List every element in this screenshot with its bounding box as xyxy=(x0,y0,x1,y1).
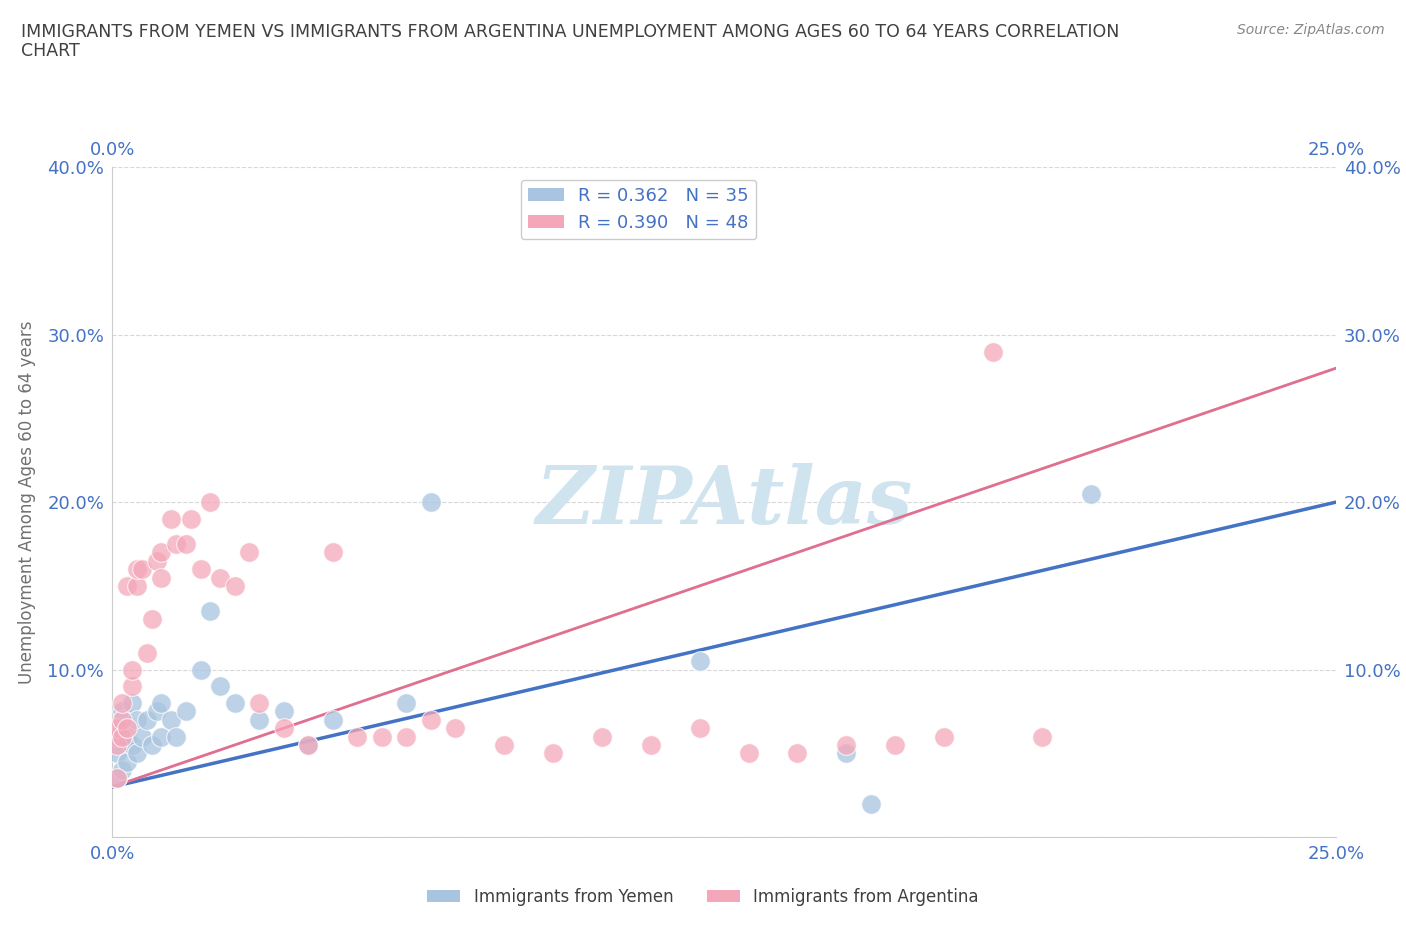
Point xyxy=(737,746,759,761)
Point xyxy=(884,737,907,752)
Point xyxy=(141,737,163,752)
Point xyxy=(419,712,441,727)
Point xyxy=(105,721,128,736)
Point xyxy=(125,712,148,727)
Point xyxy=(141,612,163,627)
Point xyxy=(145,704,167,719)
Point xyxy=(121,662,143,677)
Point xyxy=(1080,486,1102,501)
Point xyxy=(145,553,167,568)
Point xyxy=(273,704,295,719)
Text: Source: ZipAtlas.com: Source: ZipAtlas.com xyxy=(1237,23,1385,37)
Point xyxy=(247,712,270,727)
Point xyxy=(395,729,418,744)
Point xyxy=(111,696,134,711)
Point xyxy=(174,704,197,719)
Point xyxy=(981,344,1004,359)
Point xyxy=(370,729,392,744)
Point xyxy=(150,570,173,585)
Point xyxy=(150,696,173,711)
Point xyxy=(121,737,143,752)
Text: IMMIGRANTS FROM YEMEN VS IMMIGRANTS FROM ARGENTINA UNEMPLOYMENT AMONG AGES 60 TO: IMMIGRANTS FROM YEMEN VS IMMIGRANTS FROM… xyxy=(21,23,1119,41)
Point xyxy=(297,737,319,752)
Point xyxy=(111,721,134,736)
Point xyxy=(224,578,246,593)
Point xyxy=(105,729,128,744)
Point xyxy=(115,729,138,744)
Point xyxy=(135,712,157,727)
Point xyxy=(224,696,246,711)
Point xyxy=(200,495,222,510)
Point xyxy=(859,796,882,811)
Point xyxy=(209,679,232,694)
Point xyxy=(444,721,467,736)
Point xyxy=(419,495,441,510)
Point xyxy=(160,712,183,727)
Point xyxy=(786,746,808,761)
Point xyxy=(121,696,143,711)
Point xyxy=(165,537,187,551)
Point xyxy=(150,729,173,744)
Point xyxy=(492,737,515,752)
Point xyxy=(105,746,128,761)
Point xyxy=(180,512,202,526)
Point xyxy=(111,763,134,777)
Point xyxy=(105,771,128,786)
Legend: R = 0.362   N = 35, R = 0.390   N = 48: R = 0.362 N = 35, R = 0.390 N = 48 xyxy=(520,179,756,239)
Point xyxy=(150,545,173,560)
Point xyxy=(591,729,613,744)
Point xyxy=(297,737,319,752)
Point xyxy=(105,771,128,786)
Y-axis label: Unemployment Among Ages 60 to 64 years: Unemployment Among Ages 60 to 64 years xyxy=(18,321,37,684)
Point xyxy=(115,754,138,769)
Point xyxy=(322,712,344,727)
Point xyxy=(190,662,212,677)
Point xyxy=(209,570,232,585)
Point xyxy=(125,746,148,761)
Text: CHART: CHART xyxy=(21,42,80,60)
Point xyxy=(125,578,148,593)
Point xyxy=(115,721,138,736)
Point xyxy=(115,578,138,593)
Point xyxy=(165,729,187,744)
Point xyxy=(835,737,858,752)
Point xyxy=(689,721,711,736)
Point xyxy=(131,562,153,577)
Point xyxy=(395,696,418,711)
Point xyxy=(105,737,128,752)
Point xyxy=(111,712,134,727)
Point xyxy=(322,545,344,560)
Point xyxy=(247,696,270,711)
Point xyxy=(541,746,564,761)
Point xyxy=(135,645,157,660)
Point xyxy=(689,654,711,669)
Point xyxy=(273,721,295,736)
Point xyxy=(174,537,197,551)
Point xyxy=(160,512,183,526)
Text: ZIPAtlas: ZIPAtlas xyxy=(536,463,912,541)
Point xyxy=(640,737,662,752)
Point xyxy=(111,729,134,744)
Point xyxy=(346,729,368,744)
Point xyxy=(934,729,956,744)
Point xyxy=(1031,729,1053,744)
Point xyxy=(200,604,222,618)
Point xyxy=(131,729,153,744)
Point xyxy=(238,545,260,560)
Point xyxy=(121,679,143,694)
Point xyxy=(111,704,134,719)
Point xyxy=(835,746,858,761)
Point xyxy=(125,562,148,577)
Legend: Immigrants from Yemen, Immigrants from Argentina: Immigrants from Yemen, Immigrants from A… xyxy=(420,881,986,912)
Point xyxy=(190,562,212,577)
